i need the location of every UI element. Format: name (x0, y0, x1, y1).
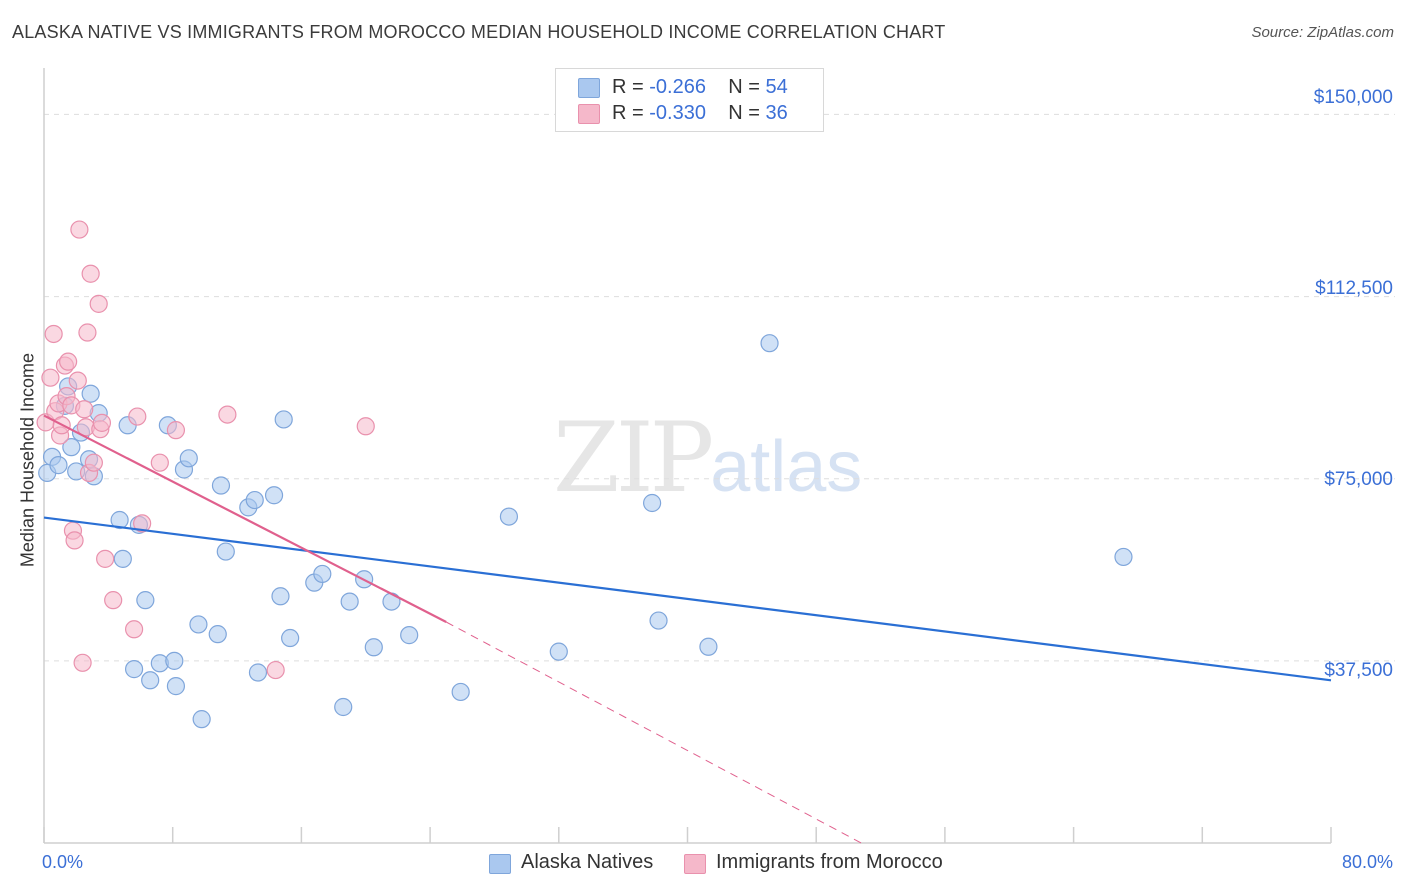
point-alaska-34 (271, 587, 290, 606)
bottom-legend-label-alaska: Alaska Natives (521, 851, 654, 873)
legend-text-morocco: R = -0.330 N = 36 (612, 102, 788, 124)
legend-swatch-morocco (578, 104, 600, 124)
point-alaska-44 (400, 626, 419, 645)
point-morocco-34 (356, 417, 375, 436)
point-alaska-40 (340, 592, 359, 611)
correlation-legend: R = -0.266 N = 54 R = -0.330 N = 36 (555, 68, 824, 132)
point-alaska-24 (179, 449, 198, 468)
point-morocco-20 (81, 264, 100, 283)
watermark: ZIPatlas (553, 402, 862, 514)
point-morocco-12 (65, 531, 84, 550)
point-morocco-21 (84, 453, 103, 472)
point-alaska-43 (382, 592, 401, 611)
chart-title: ALASKA NATIVE VS IMMIGRANTS FROM MOROCCO… (12, 22, 946, 42)
point-alaska-36 (281, 628, 300, 648)
point-alaska-9 (81, 384, 100, 403)
trend-line-morocco-dashed (445, 621, 862, 844)
point-alaska-27 (208, 625, 227, 644)
point-alaska-32 (248, 663, 268, 682)
point-morocco-29 (133, 514, 152, 533)
point-alaska-21 (165, 651, 184, 670)
point-morocco-15 (73, 653, 92, 672)
point-alaska-26 (192, 710, 211, 729)
point-alaska-50 (699, 637, 718, 656)
source-label: Source: ZipAtlas.com (1251, 24, 1394, 41)
watermark-zip: ZIP (553, 402, 714, 514)
point-alaska-38 (313, 564, 332, 584)
point-alaska-5 (62, 438, 81, 457)
point-alaska-13 (113, 549, 132, 568)
point-morocco-33 (266, 660, 285, 680)
point-alaska-42 (364, 638, 383, 657)
trend-line-morocco (43, 414, 447, 623)
point-morocco-31 (166, 421, 186, 440)
point-alaska-2 (49, 456, 68, 475)
point-alaska-35 (274, 410, 293, 429)
point-alaska-31 (245, 490, 264, 510)
y-tick-label-75000: $75,000 (1324, 469, 1393, 490)
point-morocco-28 (128, 407, 147, 426)
bottom-legend-swatch-alaska (489, 854, 511, 874)
point-morocco-1 (41, 368, 60, 387)
point-alaska-46 (499, 507, 519, 526)
point-morocco-30 (150, 453, 169, 472)
point-morocco-16 (75, 400, 94, 419)
point-alaska-15 (124, 660, 144, 679)
bottom-legend-label-morocco: Immigrants from Morocco (716, 851, 943, 873)
point-alaska-12 (110, 510, 129, 530)
point-alaska-22 (166, 677, 186, 696)
point-alaska-29 (216, 542, 235, 561)
point-alaska-47 (549, 642, 568, 661)
watermark-atlas: atlas (710, 427, 863, 507)
point-alaska-28 (211, 476, 231, 495)
trend-line-alaska (43, 516, 1332, 682)
point-morocco-26 (104, 591, 123, 610)
legend-swatch-alaska (578, 78, 600, 98)
point-morocco-27 (124, 620, 144, 639)
point-morocco-2 (44, 324, 63, 344)
point-morocco-32 (218, 405, 237, 424)
y-axis-label: Median Household Income (17, 352, 38, 568)
bottom-legend-swatch-morocco (684, 854, 706, 874)
point-alaska-33 (264, 486, 284, 505)
point-morocco-9 (59, 352, 78, 371)
point-morocco-13 (68, 371, 87, 390)
y-tick-label-37500: $37,500 (1324, 660, 1393, 681)
point-morocco-22 (89, 294, 108, 313)
point-alaska-48 (643, 493, 662, 513)
point-alaska-52 (1114, 547, 1133, 567)
point-alaska-17 (136, 591, 155, 610)
point-morocco-18 (78, 323, 97, 342)
x-tick-label-min: 0.0% (42, 852, 84, 872)
point-alaska-18 (141, 671, 160, 690)
point-alaska-49 (649, 611, 668, 630)
point-alaska-25 (189, 615, 208, 634)
point-morocco-14 (70, 220, 89, 239)
x-tick-label-max: 80.0% (1341, 852, 1393, 872)
point-morocco-24 (92, 413, 112, 432)
point-alaska-39 (334, 697, 353, 717)
legend-text-alaska: R = -0.266 N = 54 (612, 76, 788, 98)
y-tick-label-150000: $150,000 (1313, 87, 1393, 108)
point-morocco-25 (96, 549, 115, 568)
y-tick-label-112500: $112,500 (1315, 278, 1393, 299)
point-alaska-51 (760, 334, 779, 353)
point-alaska-45 (451, 682, 470, 702)
